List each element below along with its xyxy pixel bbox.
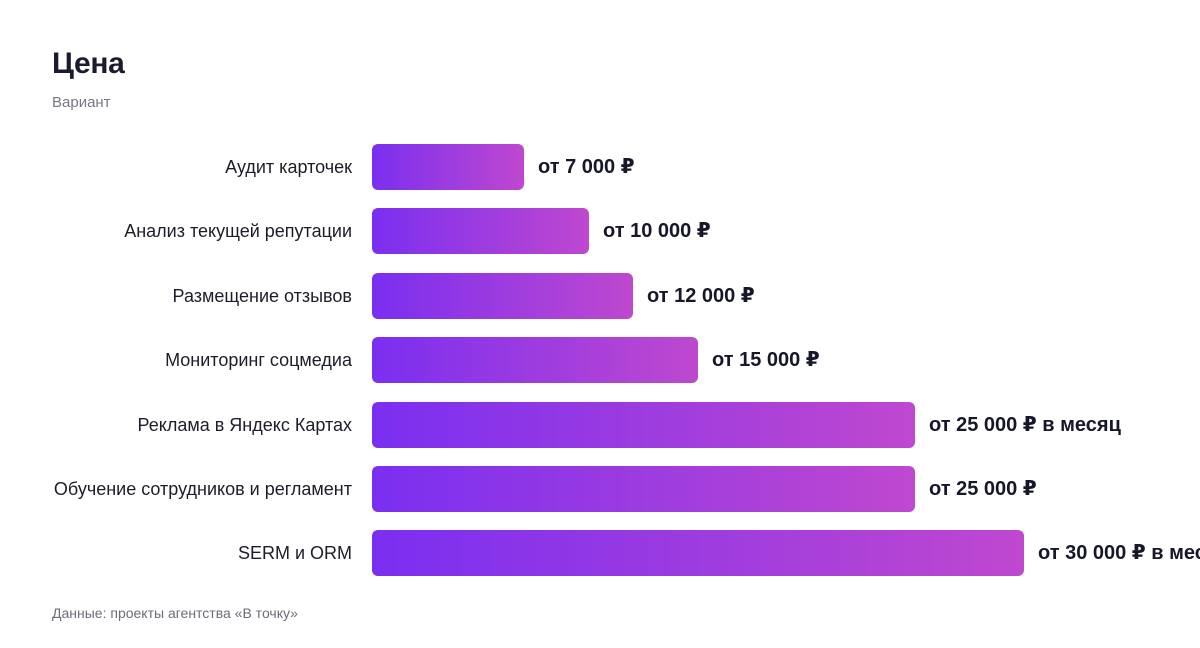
category-label: Реклама в Яндекс Картах	[137, 414, 352, 435]
bar	[372, 144, 524, 190]
value-label: от 10 000 ₽	[603, 220, 711, 243]
bar	[372, 530, 1024, 577]
value-label: от 30 000 ₽ в месяц	[1038, 542, 1200, 565]
value-label: от 7 000 ₽	[538, 156, 635, 178]
value-label: от 15 000 ₽	[712, 349, 820, 372]
category-label: SERM и ORM	[237, 543, 352, 564]
chart-source-note: Данные: проекты агентства «В точку»	[52, 605, 298, 621]
value-label: от 25 000 ₽	[929, 478, 1037, 500]
category-label: Размещение отзывов	[172, 285, 352, 306]
bar	[372, 337, 698, 384]
value-label: от 25 000 ₽ в месяц	[929, 413, 1121, 436]
bar	[372, 272, 633, 319]
chart-subtitle: Вариант	[52, 94, 111, 111]
category-label: Аудит карточек	[225, 157, 352, 177]
chart-title: Цена	[52, 47, 125, 80]
category-label: Анализ текущей репутации	[124, 221, 352, 242]
category-label: Мониторинг соцмедиа	[165, 350, 352, 371]
bar	[372, 401, 915, 448]
bar	[372, 208, 589, 255]
category-label: Обучение сотрудников и регламент	[53, 479, 352, 499]
value-label: от 12 000 ₽	[647, 284, 755, 307]
bar	[372, 466, 915, 512]
